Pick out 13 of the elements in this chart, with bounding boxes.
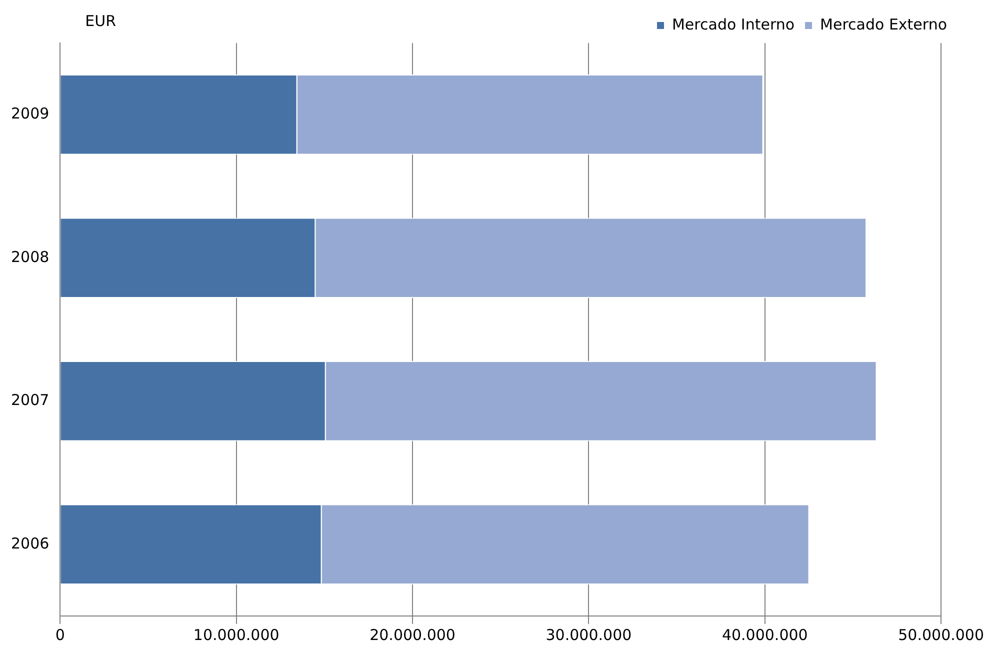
y-axis-title: EUR — [85, 12, 116, 30]
y-tick-label: 2008 — [10, 248, 50, 266]
legend-label: Mercado Interno — [672, 15, 795, 34]
legend-label: Mercado Externo — [820, 15, 948, 34]
y-tick-label: 2007 — [10, 391, 50, 410]
x-tick-label: 20.000.000 — [370, 626, 456, 644]
x-tick-label: 40.000.000 — [722, 626, 808, 644]
y-tick-label: 2006 — [10, 534, 50, 552]
x-tick-label: 10.000.000 — [193, 626, 280, 644]
x-tick-label: 50.000.000 — [898, 626, 984, 644]
x-tick-label: 30.000.000 — [546, 626, 632, 644]
y-tick-label: 2009 — [10, 104, 50, 123]
x-tick-label: 0 — [55, 626, 65, 644]
